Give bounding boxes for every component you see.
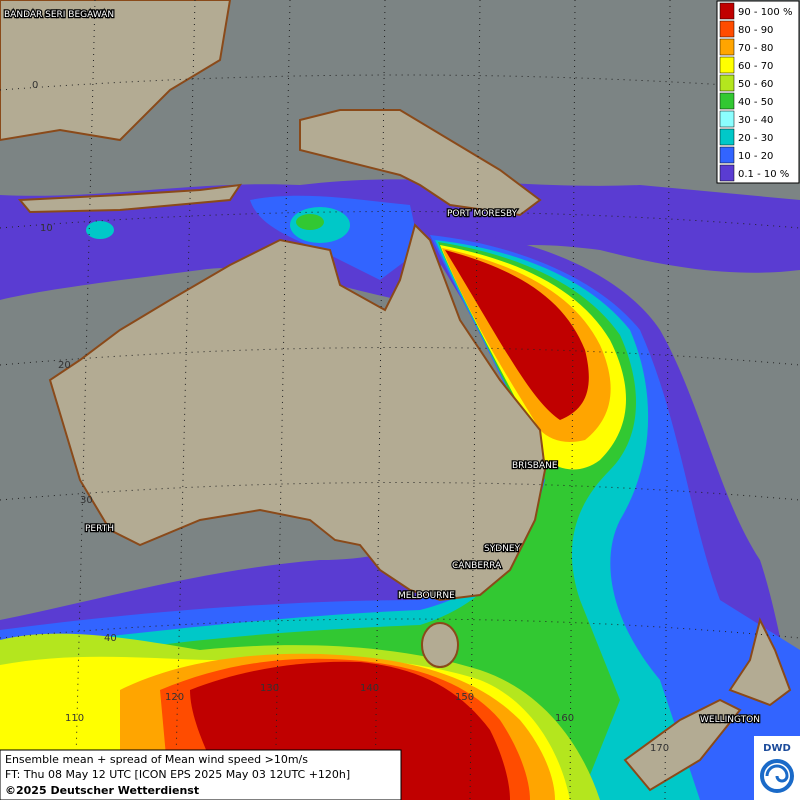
- logo-icon: [760, 759, 794, 793]
- place-label: BRISBANE: [512, 461, 558, 471]
- caption: FT: Thu 08 May 12 UTC [ICON EPS 2025 May…: [5, 768, 350, 781]
- legend-label: 20 - 30: [738, 133, 773, 144]
- latitude-label: 20: [58, 360, 71, 371]
- longitude-label: 140: [360, 683, 379, 694]
- legend-swatch: [719, 110, 735, 128]
- new-guinea: [299, 109, 542, 217]
- legend-swatch: [719, 74, 735, 92]
- latitude-label: 40: [104, 633, 117, 644]
- legend-label: 30 - 40: [738, 115, 773, 126]
- legend-swatch: [719, 128, 735, 146]
- legend: 90 - 100 % 80 - 90 70 - 80 60 - 70 50 - 60 40…: [716, 0, 800, 184]
- legend-swatch: [719, 38, 735, 56]
- longitude-labels: 110 120 130 140 150 160 170: [65, 683, 669, 754]
- legend-label: 90 - 100 %: [738, 7, 792, 18]
- legend-swatch: [719, 20, 735, 38]
- legend-swatch: [719, 56, 735, 74]
- legend-label: 50 - 60: [738, 79, 773, 90]
- place-label: BANDAR SERI BEGAWAN: [4, 10, 114, 20]
- longitude-label: 150: [455, 692, 474, 703]
- legend-label: 80 - 90: [738, 25, 773, 36]
- latitude-labels: 0 10 20 30 40: [32, 80, 117, 644]
- caption-box: [0, 749, 402, 800]
- longitude-label: 120: [165, 692, 184, 703]
- caption: ©2025 Deutscher Wetterdienst: [5, 784, 199, 797]
- place-label: MELBOURNE: [398, 591, 455, 601]
- legend-label: 70 - 80: [738, 43, 773, 54]
- nz-south: [623, 698, 742, 792]
- place-label: PERTH: [85, 524, 114, 534]
- legend-swatch: [719, 92, 735, 110]
- band: [296, 214, 324, 230]
- caption: Ensemble mean + spread of Mean wind spee…: [5, 753, 308, 766]
- legend-swatch: [719, 164, 735, 182]
- borneo: [0, 0, 232, 142]
- logo-icon: [765, 764, 789, 783]
- legend-swatch: [719, 146, 735, 164]
- longitude-label: 160: [555, 713, 574, 724]
- latitude-label: 10: [40, 223, 53, 234]
- places: BANDAR SERI BEGAWAN PORT MORESBY BRISBAN…: [3, 9, 761, 727]
- legend-label: 0.1 - 10 %: [738, 169, 789, 180]
- place-label: PORT MORESBY: [447, 209, 518, 219]
- place-label: WELLINGTON: [700, 715, 760, 725]
- longitude-label: 170: [650, 743, 669, 754]
- longitude-label: 130: [260, 683, 279, 694]
- band: [86, 221, 114, 239]
- legend-swatch: [719, 2, 735, 20]
- legend-label: 40 - 50: [738, 97, 773, 108]
- place-label: CANBERRA: [452, 561, 502, 571]
- legend-label: 60 - 70: [738, 61, 773, 72]
- australia: [48, 223, 547, 602]
- place-label: SYDNEY: [484, 544, 521, 554]
- nz-north: [728, 617, 792, 707]
- logo-text: DWD: [763, 743, 791, 754]
- tasmania: [421, 622, 459, 668]
- latitude-label: 30: [80, 495, 93, 506]
- legend-label: 10 - 20: [738, 151, 773, 162]
- band: [445, 250, 589, 420]
- longitude-label: 110: [65, 713, 84, 724]
- islands: [17, 183, 243, 214]
- latitude-label: 0: [32, 80, 38, 91]
